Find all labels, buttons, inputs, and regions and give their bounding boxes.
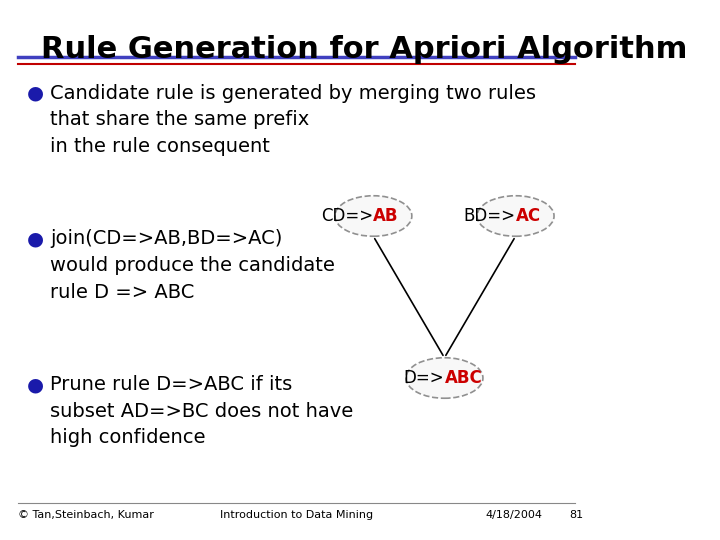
Text: AC: AC (516, 207, 541, 225)
Text: ●: ● (27, 230, 44, 248)
Text: Rule Generation for Apriori Algorithm: Rule Generation for Apriori Algorithm (42, 35, 688, 64)
Text: 81: 81 (569, 510, 583, 521)
Text: ABC: ABC (444, 369, 482, 387)
Text: join(CD=>AB,BD=>AC)
would produce the candidate
rule D => ABC: join(CD=>AB,BD=>AC) would produce the ca… (50, 230, 336, 301)
Text: ●: ● (27, 84, 44, 103)
Text: Prune rule D=>ABC if its
subset AD=>BC does not have
high confidence: Prune rule D=>ABC if its subset AD=>BC d… (50, 375, 354, 447)
Text: D=>: D=> (404, 369, 444, 387)
Ellipse shape (477, 195, 554, 237)
Text: Candidate rule is generated by merging two rules
that share the same prefix
in t: Candidate rule is generated by merging t… (50, 84, 536, 156)
Text: © Tan,Steinbach, Kumar: © Tan,Steinbach, Kumar (18, 510, 153, 521)
Ellipse shape (406, 357, 483, 399)
Text: 4/18/2004: 4/18/2004 (486, 510, 543, 521)
Text: CD=>: CD=> (321, 207, 373, 225)
Ellipse shape (335, 195, 412, 237)
Text: Introduction to Data Mining: Introduction to Data Mining (220, 510, 373, 521)
Text: BD=>: BD=> (464, 207, 516, 225)
Text: AB: AB (373, 207, 399, 225)
Text: ●: ● (27, 375, 44, 394)
